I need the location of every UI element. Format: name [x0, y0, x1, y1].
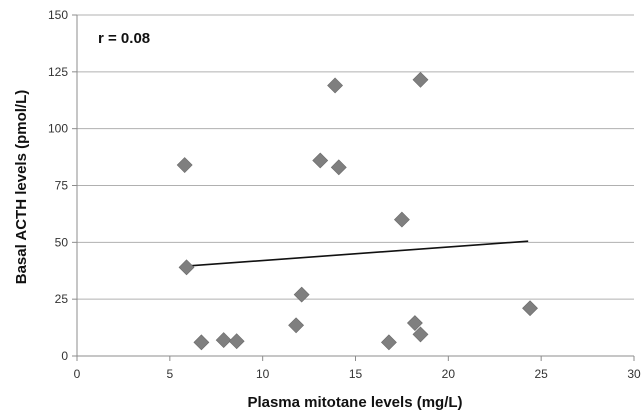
gridlines [77, 14, 634, 300]
trendline-group [184, 240, 529, 268]
y-tick-label: 0 [61, 349, 68, 363]
data-point [406, 315, 423, 331]
data-point [522, 300, 538, 317]
x-axis-title: Plasma mitotane levels (mg/L) [247, 394, 462, 411]
x-tick-label: 0 [74, 367, 81, 381]
trendline [184, 240, 529, 268]
data-points [176, 71, 538, 351]
x-tick-label: 10 [256, 367, 270, 381]
data-point [228, 333, 245, 350]
y-tick-label: 25 [55, 292, 69, 306]
y-tick-label: 150 [48, 8, 68, 22]
data-point [178, 259, 195, 276]
y-axis-title: Basal ACTH levels (pmol/L) [13, 90, 30, 285]
x-tick-label: 30 [627, 367, 641, 381]
x-tick-labels: 0 5 10 15 20 25 30 [74, 356, 641, 381]
data-point [380, 334, 397, 351]
data-point [288, 317, 305, 334]
y-tick-label: 100 [48, 122, 68, 136]
data-point [176, 157, 193, 173]
data-point [193, 334, 210, 351]
data-point [327, 77, 344, 94]
x-tick-label: 20 [442, 367, 456, 381]
data-point [330, 159, 347, 176]
data-point [412, 326, 429, 343]
data-point [312, 152, 329, 169]
correlation-annotation: r = 0.08 [98, 30, 150, 47]
y-tick-labels: 0 25 50 75 100 125 150 [48, 8, 77, 363]
y-tick-label: 125 [48, 65, 68, 79]
data-point [412, 71, 429, 88]
data-point [293, 286, 310, 303]
data-point [393, 211, 410, 228]
data-point [215, 332, 232, 349]
y-tick-label: 50 [55, 235, 69, 249]
x-tick-label: 15 [349, 367, 363, 381]
y-tick-label: 75 [55, 179, 69, 193]
x-tick-label: 25 [534, 367, 548, 381]
x-tick-label: 5 [166, 367, 173, 381]
